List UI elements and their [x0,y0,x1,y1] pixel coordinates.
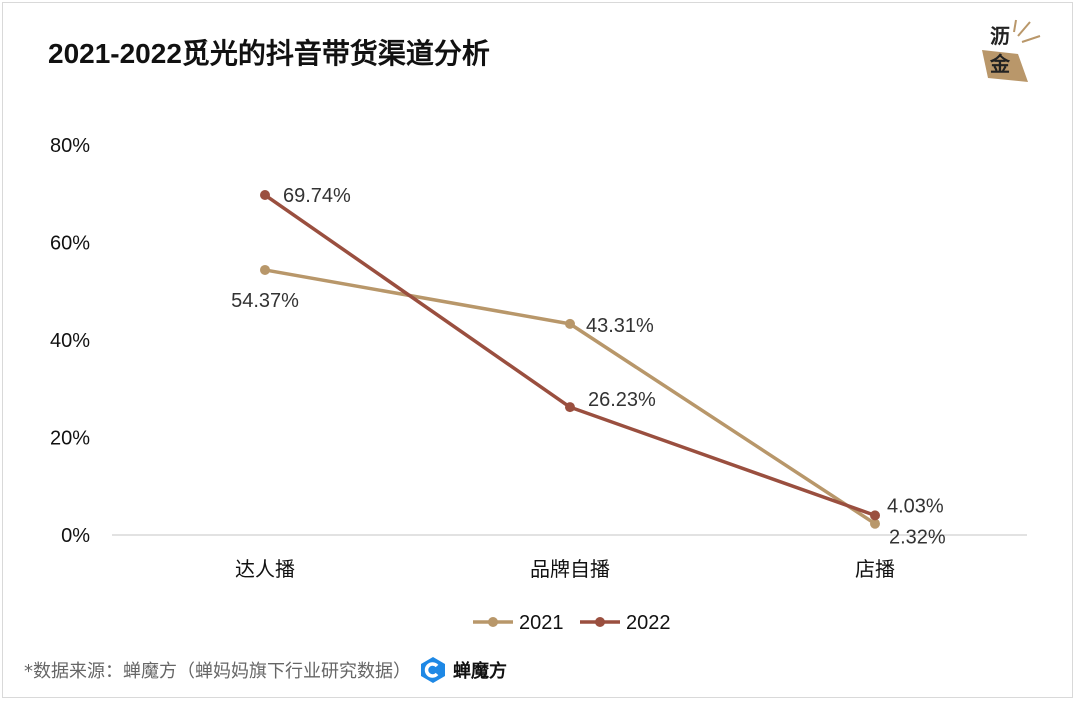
legend-label-2021: 2021 [519,612,564,634]
footer: *数据来源：蝉魔方（蝉妈妈旗下行业研究数据） 蝉魔方 [24,656,507,684]
chanmofang-icon [421,657,445,683]
data-label-2022: 26.23% [588,389,656,411]
legend-marker-2022 [595,617,605,627]
data-point-2021 [870,518,880,529]
series-line-2022 [264,193,876,518]
data-point-2021 [565,318,575,329]
data-label-2021: 2.32% [889,527,946,549]
x-category-label: 品牌自播 [530,557,610,581]
y-tick-label: 40% [50,330,90,352]
data-point-2022 [870,510,880,521]
brand-logo: 沥 金 [978,16,1044,86]
logo-shape [982,19,1041,82]
data-point-2022 [565,402,575,413]
data-point-2022 [260,190,270,201]
y-tick-label: 60% [50,233,90,255]
x-category-label: 店播 [855,557,895,581]
y-tick-label: 80% [50,135,90,157]
logo-char-2: 金 [990,52,1010,76]
source-note: *数据来源：蝉魔方（蝉妈妈旗下行业研究数据） [24,661,411,682]
x-category-label: 达人播 [235,557,295,581]
series-line-2021 [264,268,876,526]
legend-marker-2021 [488,617,498,627]
y-tick-label: 20% [50,428,90,450]
y-tick-label: 0% [61,525,90,547]
legend-label-2022: 2022 [626,612,671,634]
data-label-2022: 4.03% [887,495,944,517]
data-label-2021: 54.37% [231,290,299,312]
logo-char-1: 沥 [990,24,1010,48]
chart-title: 2021-2022觅光的抖音带货渠道分析 [48,38,490,69]
brand-name: 蝉魔方 [453,661,507,682]
data-label-2021: 43.31% [586,315,654,337]
data-label-2022: 69.74% [283,185,351,207]
data-point-2021 [260,264,270,275]
brand-mark: 蝉魔方 [419,656,507,684]
